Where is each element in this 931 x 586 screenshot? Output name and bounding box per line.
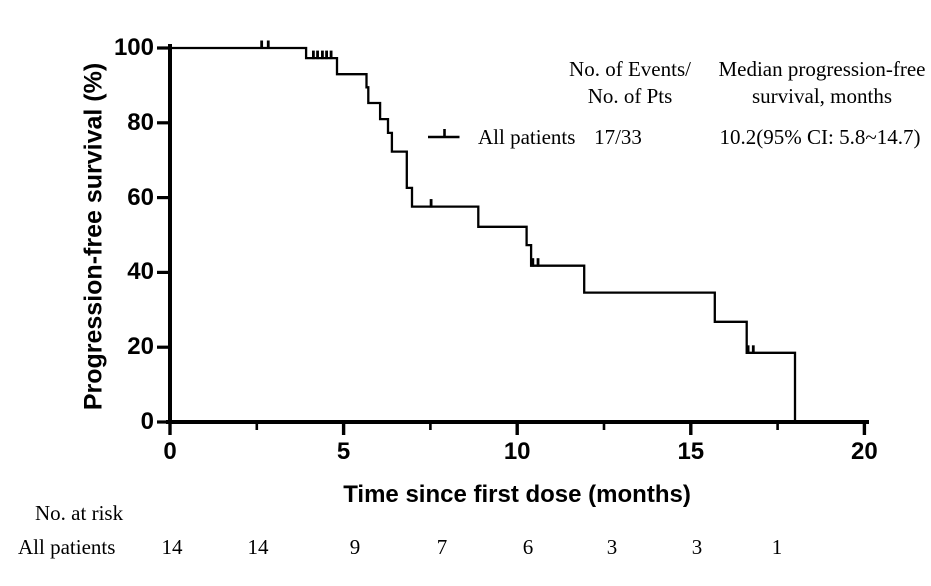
- y-tick-label-40: 40: [127, 258, 154, 286]
- y-tick-label-0: 0: [140, 408, 154, 435]
- x-tick-label-20: 20: [851, 438, 878, 465]
- x-tick-label-10: 10: [503, 438, 531, 465]
- risk-table-title: No. at risk: [35, 501, 124, 525]
- y-tick-label-80: 80: [127, 108, 154, 136]
- legend-series-label: All patients: [478, 125, 576, 149]
- risk-row-label: All patients: [18, 535, 116, 559]
- legend-header-median: Median progression-free survival, months: [671, 56, 931, 110]
- risk-value-col5: 6: [522, 535, 534, 559]
- risk-value-col7: 3: [691, 535, 703, 559]
- km-curve-all-patients: [170, 46, 797, 422]
- legend-header-events-line1: No. of Events/: [569, 57, 691, 81]
- legend-median-value: 10.2(95% CI: 5.8~14.7): [719, 125, 921, 149]
- risk-value-col3: 9: [349, 535, 361, 559]
- y-tick-label-100: 100: [113, 34, 154, 61]
- y-tick-label-60: 60: [127, 183, 154, 211]
- x-axis-title: Time since first dose (months): [343, 481, 691, 508]
- legend-header-events-line2: No. of Pts: [587, 84, 673, 108]
- risk-value-col4: 7: [436, 535, 448, 559]
- risk-value-col8: 1: [771, 535, 783, 559]
- risk-value-col6: 3: [606, 535, 618, 559]
- risk-value-col1: 14: [161, 535, 183, 559]
- y-tick-label-20: 20: [127, 333, 154, 361]
- x-tick-label-15: 15: [677, 438, 705, 465]
- risk-value-col2: 14: [247, 535, 269, 559]
- legend-header-median-line1: Median progression-free: [718, 57, 926, 81]
- y-axis-title: Progression-free survival (%): [79, 62, 108, 411]
- x-tick-label-5: 5: [336, 438, 351, 465]
- legend-header-events: No. of Events/ No. of Pts: [480, 56, 780, 110]
- x-tick-label-0: 0: [163, 438, 177, 465]
- legend-header-median-line2: survival, months: [752, 84, 892, 108]
- legend-events-value: 17/33: [594, 125, 642, 149]
